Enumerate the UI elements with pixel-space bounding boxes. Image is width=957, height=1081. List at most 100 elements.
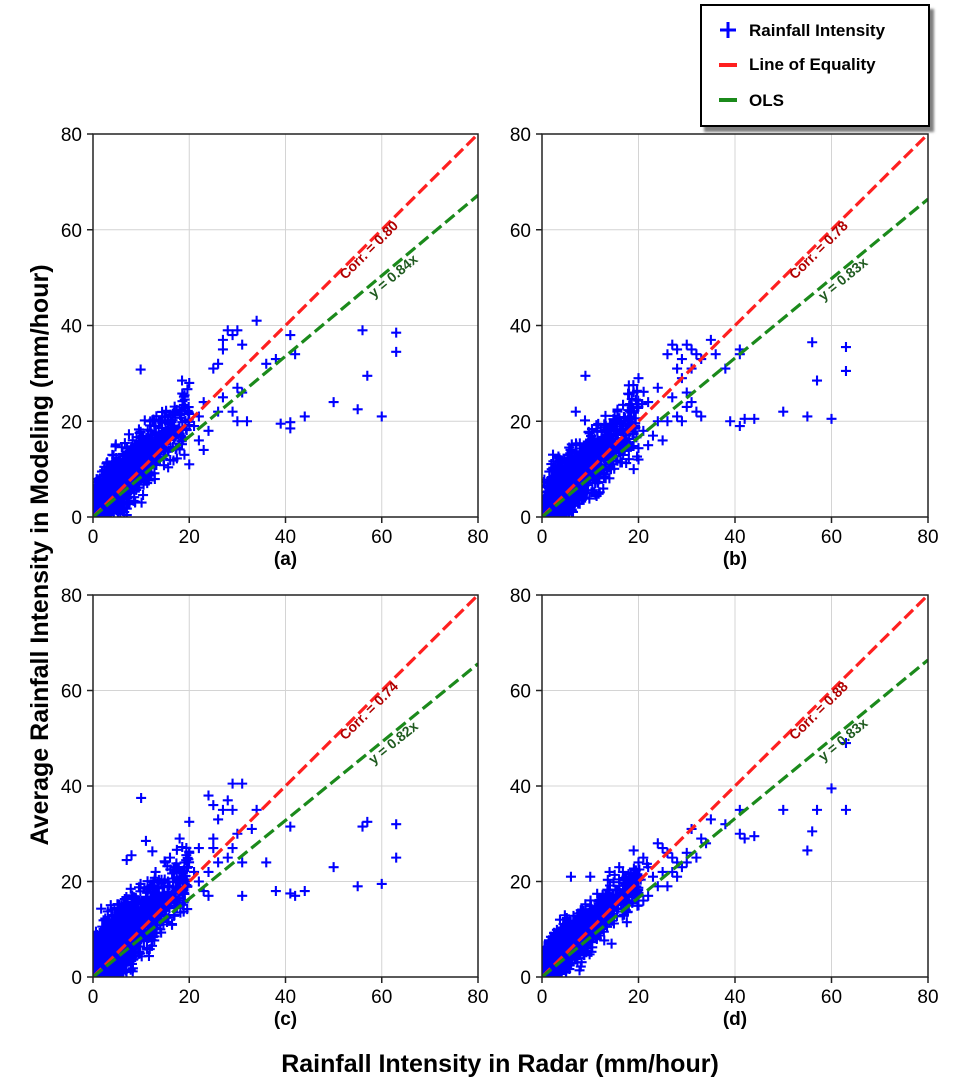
data-point [156, 892, 167, 903]
data-point [734, 421, 745, 432]
data-point [126, 850, 137, 861]
data-point [182, 384, 193, 395]
data-point [138, 490, 149, 501]
data-point [599, 436, 610, 447]
data-point [121, 855, 132, 866]
y-tick-label: 0 [71, 508, 82, 529]
data-point [213, 857, 224, 868]
x-tick-label: 40 [275, 987, 296, 1008]
data-point [227, 330, 238, 341]
data-point [672, 411, 683, 422]
data-point [157, 427, 168, 438]
data-point [357, 325, 368, 336]
data-point [160, 411, 171, 422]
data-point [587, 485, 598, 496]
data-point [94, 479, 105, 490]
data-point [109, 463, 120, 474]
data-point [691, 349, 702, 360]
data-point [222, 852, 233, 863]
data-point [162, 430, 173, 441]
data-point [227, 804, 238, 815]
x-tick-label: 80 [467, 987, 488, 1008]
data-point [691, 406, 702, 417]
data-point [140, 835, 151, 846]
data-point [107, 934, 118, 945]
y-tick-label: 20 [61, 412, 82, 433]
data-point [812, 375, 823, 386]
data-point [129, 461, 140, 472]
x-tick-label: 60 [371, 987, 392, 1008]
data-point [554, 455, 565, 466]
data-point [261, 358, 272, 369]
data-point [106, 904, 117, 915]
data-point [120, 917, 131, 928]
data-points [542, 334, 851, 517]
data-point [546, 459, 557, 470]
y-tick-label: 0 [71, 968, 82, 989]
data-point [565, 466, 576, 477]
data-point [647, 430, 658, 441]
y-tick-label: 60 [61, 221, 82, 242]
data-point [222, 325, 233, 336]
data-point [352, 881, 363, 892]
data-point [328, 397, 339, 408]
data-point [179, 857, 190, 868]
data-point [232, 828, 243, 839]
data-point [626, 394, 637, 405]
data-point [177, 375, 188, 386]
data-point [162, 888, 173, 899]
data-point [548, 485, 559, 496]
data-point [110, 439, 121, 450]
data-point [131, 441, 142, 452]
data-point [142, 438, 153, 449]
reference-lines [93, 134, 478, 517]
data-point [251, 315, 262, 326]
data-point [217, 804, 228, 815]
data-point [376, 878, 387, 889]
data-point [676, 354, 687, 365]
data-point [213, 358, 224, 369]
data-point [93, 494, 102, 505]
data-point [299, 411, 310, 422]
data-point [610, 425, 621, 436]
data-point [141, 904, 152, 915]
data-point [739, 413, 750, 424]
data-point [681, 339, 692, 350]
data-point [609, 869, 620, 880]
data-point [177, 842, 188, 853]
data-point [299, 886, 310, 897]
data-point [662, 349, 673, 360]
data-point [285, 330, 296, 341]
data-point [168, 455, 179, 466]
data-point [826, 413, 837, 424]
data-point [565, 454, 576, 465]
data-point [184, 377, 195, 388]
data-point [159, 874, 170, 885]
data-point [98, 486, 109, 497]
data-point [606, 938, 617, 949]
data-point [217, 334, 228, 345]
data-point [583, 426, 594, 437]
data-point [169, 862, 180, 873]
data-point [179, 449, 190, 460]
data-point [237, 890, 248, 901]
data-point [623, 454, 634, 465]
data-points [93, 315, 402, 517]
x-tick-label: 80 [917, 527, 938, 548]
data-point [749, 413, 760, 424]
data-point [198, 444, 209, 455]
data-point [778, 406, 789, 417]
data-point [623, 413, 634, 424]
data-point [802, 411, 813, 422]
data-point [600, 410, 611, 421]
data-point [633, 373, 644, 384]
data-point [705, 334, 716, 345]
data-point [599, 425, 610, 436]
data-point [614, 442, 625, 453]
data-point [376, 411, 387, 422]
data-point [840, 365, 851, 376]
